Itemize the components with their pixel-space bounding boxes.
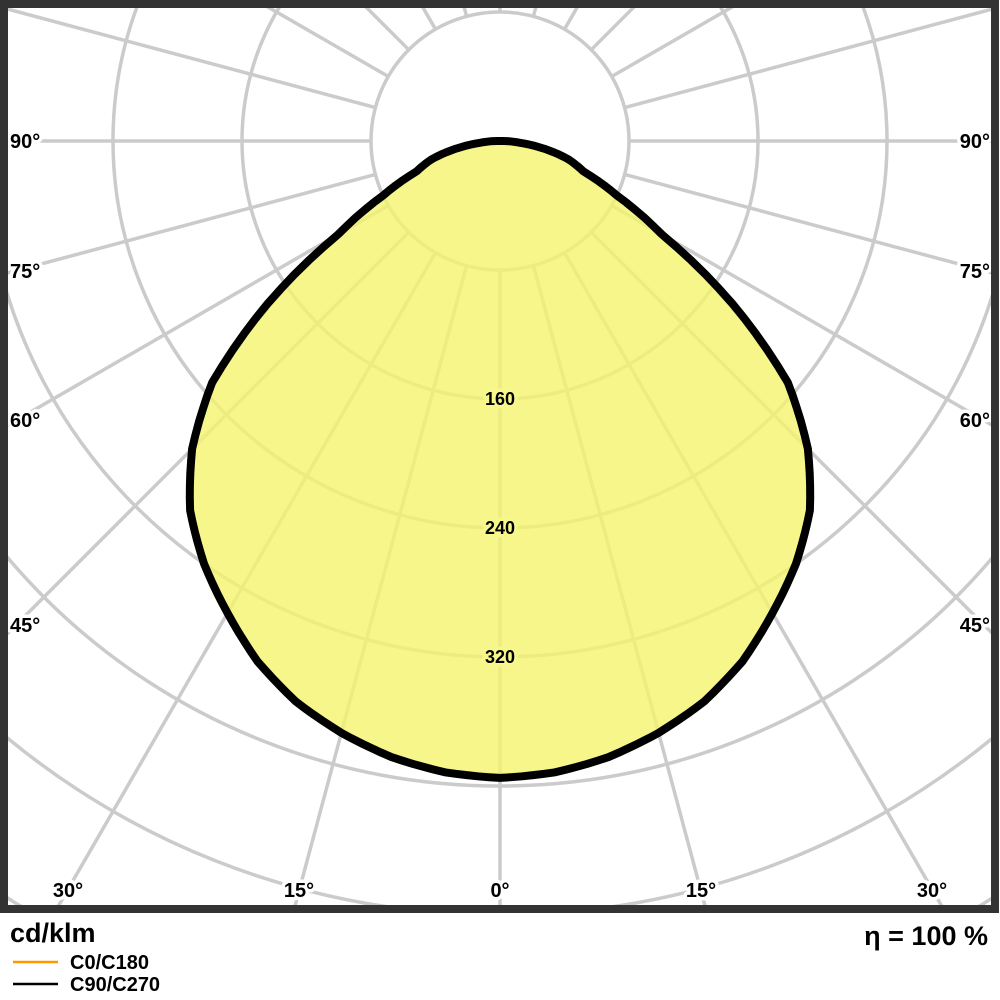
angle-labels: 90° 75° 60° 45° 90° 75° 60° 45° 30° 15° 0° 15° 30° bbox=[7, 128, 994, 906]
grid-spoke bbox=[624, 8, 991, 110]
angle-label-bottom: 30° bbox=[53, 880, 83, 902]
angle-label-bottom: 30° bbox=[917, 880, 947, 902]
angle-label-bottom: 15° bbox=[686, 880, 716, 902]
angle-label-right: 90° bbox=[960, 131, 990, 153]
angle-label-bottom: 0° bbox=[490, 880, 509, 902]
grid-spoke bbox=[610, 203, 991, 427]
radial-tick-label: 240 bbox=[485, 518, 515, 538]
radial-tick-label: 160 bbox=[485, 389, 515, 409]
angle-label-right: 45° bbox=[960, 615, 990, 637]
grid-spoke bbox=[8, 203, 390, 428]
radial-tick-labels: 160 240 320 bbox=[481, 386, 518, 671]
curve-c90-c270 bbox=[185, 137, 815, 782]
angle-label-left: 75° bbox=[10, 261, 40, 283]
legend-label-c90-c270: C90/C270 bbox=[70, 974, 160, 996]
curve-fill bbox=[189, 141, 811, 778]
grid-spoke bbox=[8, 172, 376, 275]
distribution-curve bbox=[185, 137, 815, 782]
angle-label-left: 60° bbox=[10, 410, 40, 432]
grid-spoke bbox=[624, 172, 991, 275]
angle-label-left: 45° bbox=[10, 615, 40, 637]
angle-label-bottom: 15° bbox=[284, 880, 314, 902]
angle-label-left: 90° bbox=[10, 131, 40, 153]
grid-spoke bbox=[8, 8, 376, 110]
efficiency-label: η = 100 % bbox=[864, 921, 988, 951]
legend-label-c0-c180: C0/C180 bbox=[70, 952, 149, 974]
legend: C0/C180 C90/C270 bbox=[13, 952, 160, 996]
radial-tick-label: 320 bbox=[485, 647, 515, 667]
angle-label-right: 75° bbox=[960, 261, 990, 283]
units-label: cd/klm bbox=[10, 918, 96, 948]
chart-frame bbox=[0, 0, 999, 913]
angle-label-right: 60° bbox=[960, 410, 990, 432]
